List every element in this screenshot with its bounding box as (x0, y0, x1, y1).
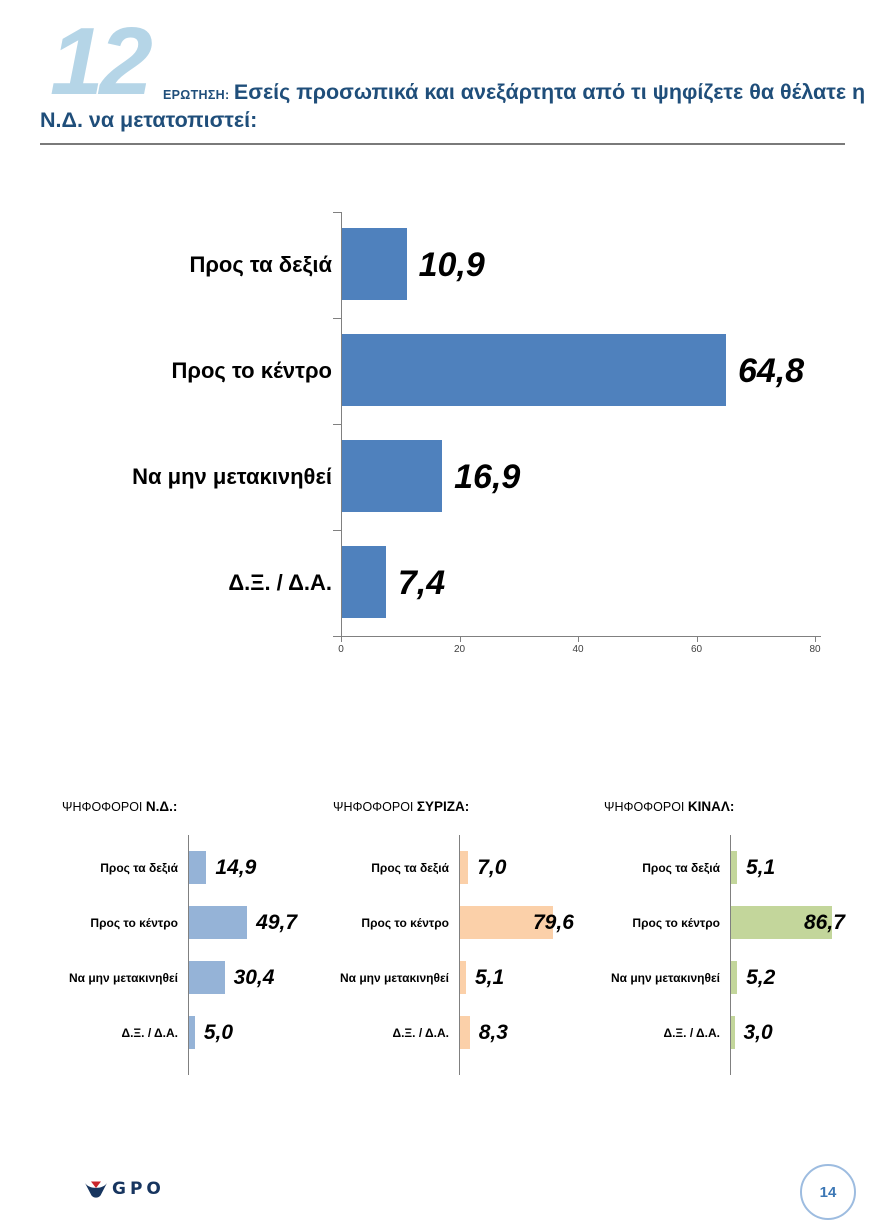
subgroup-title: ΨΗΦΟΦΟΡΟΙ Ν.Δ.: (62, 799, 177, 814)
subgroup-title: ΨΗΦΟΦΟΡΟΙ ΚΙΝΑΛ: (604, 799, 734, 814)
value-label: 3,0 (743, 1020, 773, 1044)
category-label: Δ.Ξ. / Δ.Α. (663, 1025, 720, 1040)
subgroup-chart-syriza-voters: ΨΗΦΟΦΟΡΟΙ ΣΥΡΙΖΑ: Προς τα δεξιά 7,0 Προς το… (317, 795, 591, 1090)
x-axis-tick (578, 636, 579, 642)
category-axis-tick (333, 424, 341, 425)
bar-nd-voters-0 (189, 851, 207, 884)
category-label: Προς τα δεξιά (371, 860, 449, 875)
subgroup-title-group: ΣΥΡΙΖΑ: (416, 799, 470, 814)
value-label: 7,0 (477, 855, 507, 879)
bar-kinal-voters-1 (731, 906, 833, 939)
value-label: 10,9 (418, 245, 485, 284)
category-label: Προς το κέντρο (90, 915, 178, 930)
value-label: 64,8 (737, 351, 805, 390)
bar-kinal-voters-0 (731, 851, 737, 884)
x-axis-tick (696, 636, 698, 642)
bar-syriza-voters-1 (460, 906, 554, 939)
page-number: 14 (819, 1183, 837, 1201)
gpo-logo-text: GPO (112, 1179, 165, 1199)
bar-syriza-voters-0 (460, 851, 469, 884)
subgroup-title: ΨΗΦΟΦΟΡΟΙ ΣΥΡΙΖΑ: (333, 799, 469, 814)
question-number: 12 (50, 8, 153, 115)
x-axis-label: 20 (453, 644, 466, 655)
x-axis-tick (815, 636, 816, 642)
category-label: Να μην μετακινηθεί (132, 464, 332, 489)
value-label: 14,9 (215, 855, 257, 879)
category-label: Δ.Ξ. / Δ.Α. (228, 570, 332, 595)
value-label: 79,6 (533, 910, 574, 934)
x-axis-label: 40 (572, 644, 584, 655)
x-axis-tick (341, 636, 342, 642)
bar-main-0 (342, 228, 407, 300)
subgroup-chart-kinal-voters: ΨΗΦΟΦΟΡΟΙ ΚΙΝΑΛ: Προς τα δεξιά 5,1 Προς το … (588, 795, 862, 1090)
category-label: Προς τα δεξιά (189, 252, 332, 277)
header-divider (40, 143, 845, 145)
value-label: 5,1 (474, 965, 505, 989)
bar-main-3 (342, 546, 386, 618)
bar-syriza-voters-3 (460, 1016, 470, 1049)
category-label: Δ.Ξ. / Δ.Α. (392, 1025, 449, 1040)
bar-nd-voters-2 (189, 961, 225, 994)
category-label: Προς το κέντρο (171, 358, 332, 383)
category-label: Προς το κέντρο (632, 915, 720, 930)
x-axis-label: 80 (809, 644, 821, 655)
category-label: Προς τα δεξιά (100, 860, 178, 875)
subgroup-chart-nd-voters: ΨΗΦΟΦΟΡΟΙ Ν.Δ.: Προς τα δεξιά 14,9 Προς το … (46, 795, 320, 1090)
bar-syriza-voters-2 (460, 961, 466, 994)
subgroup-title-group: Ν.Δ.: (145, 799, 178, 814)
page-number-badge: 14 (800, 1164, 856, 1220)
category-label: Προς τα δεξιά (642, 860, 720, 875)
category-label: Να μην μετακινηθεί (68, 970, 178, 985)
question-text: Εσείς προσωπικά και ανεξάρτητα από τι ψη… (233, 80, 866, 104)
category-axis-tick (333, 636, 341, 637)
bar-main-2 (342, 440, 443, 512)
subgroup-title-prefix: ΨΗΦΟΦΟΡΟΙ (62, 800, 143, 814)
bar-kinal-voters-2 (731, 961, 738, 994)
category-label: Δ.Ξ. / Δ.Α. (121, 1025, 178, 1040)
bar-nd-voters-1 (189, 906, 248, 939)
category-label: Να μην μετακινηθεί (339, 970, 449, 985)
x-axis-tick (459, 636, 461, 642)
x-axis-label: 60 (690, 644, 703, 655)
question-line2: Ν.Δ. να μετατοπιστεί: (40, 108, 258, 132)
value-label: 30,4 (233, 965, 275, 989)
category-axis (730, 835, 731, 1075)
subgroup-title-prefix: ΨΗΦΟΦΟΡΟΙ (333, 800, 414, 814)
value-label: 8,3 (478, 1020, 508, 1044)
x-axis-label: 0 (338, 644, 344, 655)
subgroup-charts: ΨΗΦΟΦΟΡΟΙ Ν.Δ.: Προς τα δεξιά 14,9 Προς το … (0, 795, 880, 1095)
category-label: Να μην μετακινηθεί (610, 970, 720, 985)
question-line1: ΕΡΩΤΗΣΗ: Εσείς προσωπικά και ανεξάρτητα … (163, 80, 865, 105)
gpo-logo-icon (84, 1180, 108, 1198)
bar-kinal-voters-3 (731, 1016, 735, 1049)
category-axis (188, 835, 189, 1075)
value-label: 5,2 (746, 965, 776, 989)
category-axis-tick (333, 212, 341, 213)
value-label: 16,9 (454, 457, 521, 496)
question-label: ΕΡΩΤΗΣΗ: (163, 88, 230, 102)
value-label: 49,7 (256, 910, 298, 934)
category-axis-tick (333, 530, 341, 531)
bar-nd-voters-3 (189, 1016, 195, 1049)
value-label: 86,7 (804, 910, 845, 934)
category-label: Προς το κέντρο (361, 915, 449, 930)
subgroup-title-group: ΚΙΝΑΛ: (687, 799, 735, 814)
category-axis-tick (333, 318, 341, 319)
value-label: 5,1 (745, 855, 776, 879)
gpo-logo: GPO (84, 1179, 165, 1199)
main-chart: Προς τα δεξιά 10,9 Προς το κέντρο 64,8 Να μη… (40, 212, 850, 682)
value-label: 7,4 (397, 563, 446, 602)
value-label: 5,0 (203, 1020, 234, 1044)
category-axis (341, 212, 342, 637)
subgroup-title-prefix: ΨΗΦΟΦΟΡΟΙ (604, 800, 685, 814)
x-axis (341, 636, 821, 637)
category-axis (459, 835, 460, 1075)
bar-main-1 (342, 334, 726, 406)
